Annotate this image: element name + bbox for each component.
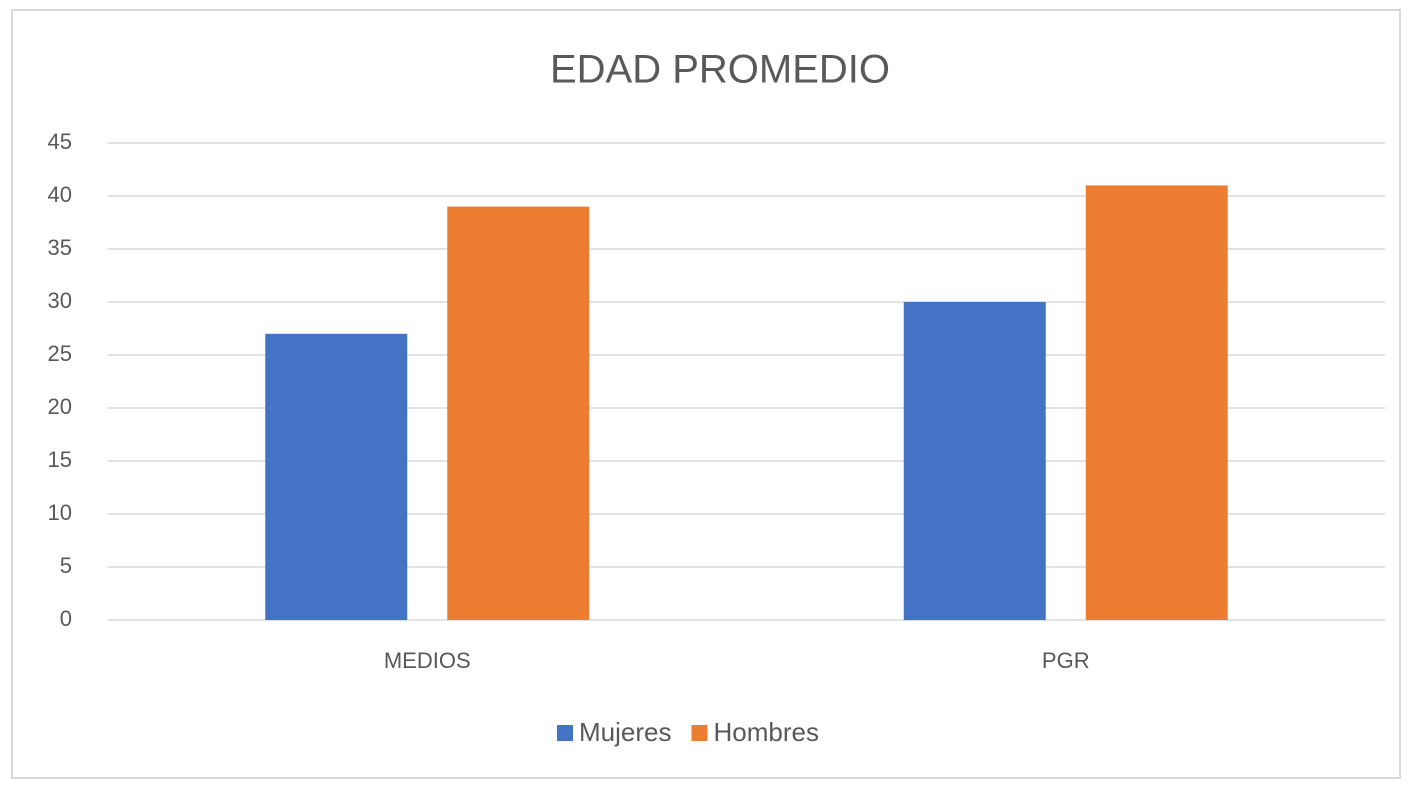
- y-tick-label: 45: [48, 129, 72, 154]
- legend-swatch: [557, 725, 573, 741]
- y-tick-label: 15: [48, 447, 72, 472]
- x-tick-label: MEDIOS: [384, 648, 471, 673]
- bar: [903, 302, 1046, 620]
- legend-label: Hombres: [713, 717, 818, 747]
- y-tick-label: 25: [48, 341, 72, 366]
- y-tick-label: 35: [48, 235, 72, 260]
- y-tick-label: 40: [48, 182, 72, 207]
- y-tick-label: 5: [60, 553, 72, 578]
- legend-label: Mujeres: [579, 717, 671, 747]
- bar: [447, 206, 590, 620]
- x-tick-label: PGR: [1042, 648, 1090, 673]
- y-tick-label: 10: [48, 500, 72, 525]
- y-tick-label: 30: [48, 288, 72, 313]
- chart-title: EDAD PROMEDIO: [550, 48, 890, 92]
- bar: [1085, 185, 1228, 620]
- y-tick-label: 20: [48, 394, 72, 419]
- bar: [265, 333, 408, 620]
- legend-swatch: [691, 725, 708, 741]
- y-tick-label: 0: [60, 606, 72, 631]
